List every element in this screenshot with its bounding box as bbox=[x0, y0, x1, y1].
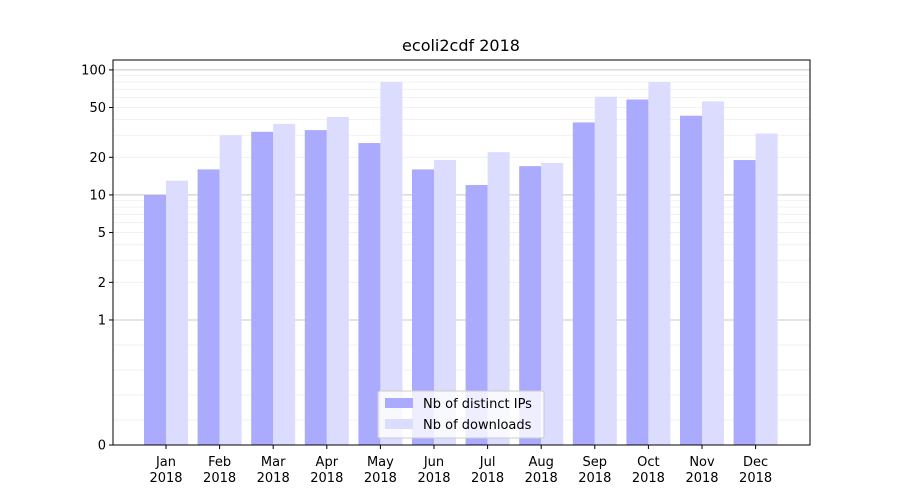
x-tick-label-month: Jun bbox=[423, 455, 444, 470]
x-tick-label-year: 2018 bbox=[632, 471, 665, 486]
y-tick-label: 1 bbox=[98, 313, 106, 328]
x-tick-label-year: 2018 bbox=[149, 471, 182, 486]
y-tick-label: 5 bbox=[98, 226, 106, 241]
legend-swatch-downloads bbox=[385, 419, 413, 429]
bar-distinct-ips-mar bbox=[251, 131, 274, 445]
bar-downloads-dec bbox=[755, 133, 778, 445]
y-tick-label: 20 bbox=[89, 151, 106, 166]
bar-distinct-ips-jan bbox=[144, 194, 166, 445]
bar-distinct-ips-jun bbox=[412, 169, 434, 445]
bar-downloads-jul bbox=[487, 152, 510, 445]
bar-downloads-aug bbox=[541, 163, 564, 445]
x-tick-label-year: 2018 bbox=[203, 471, 236, 486]
bar-distinct-ips-aug bbox=[519, 166, 542, 445]
chart-title: ecoli2cdf 2018 bbox=[402, 36, 520, 55]
legend-label-distinct-ips: Nb of distinct IPs bbox=[423, 397, 532, 412]
bar-distinct-ips-dec bbox=[733, 160, 756, 445]
y-tick-label: 0 bbox=[98, 439, 106, 454]
bar-downloads-feb bbox=[219, 135, 242, 445]
bar-distinct-ips-sep bbox=[572, 122, 595, 445]
y-tick-label: 100 bbox=[81, 63, 106, 78]
y-tick-label: 10 bbox=[89, 188, 106, 203]
y-axis: 0 1 2 5 10 20 50 100 bbox=[81, 63, 113, 454]
x-tick-label-year: 2018 bbox=[471, 471, 504, 486]
x-tick-label-year: 2018 bbox=[739, 471, 772, 486]
bar-distinct-ips-apr bbox=[304, 130, 327, 445]
bar-downloads-may bbox=[380, 82, 403, 445]
legend: Nb of distinct IPs Nb of downloads bbox=[377, 390, 545, 439]
legend-box bbox=[377, 390, 545, 439]
x-tick-label-year: 2018 bbox=[578, 471, 611, 486]
x-tick-label-year: 2018 bbox=[364, 471, 397, 486]
legend-swatch-distinct-ips bbox=[385, 398, 413, 408]
x-tick-label-month: May bbox=[367, 455, 394, 470]
x-tick-label-month: Apr bbox=[316, 455, 339, 470]
bar-distinct-ips-may bbox=[358, 143, 381, 445]
bar-distinct-ips-oct bbox=[626, 99, 649, 446]
bar-downloads-oct bbox=[648, 82, 671, 445]
bars bbox=[144, 82, 778, 446]
x-tick-label-month: Aug bbox=[529, 455, 554, 470]
y-tick-label: 50 bbox=[89, 101, 106, 116]
bar-downloads-nov bbox=[702, 101, 724, 445]
x-tick-label-year: 2018 bbox=[685, 471, 718, 486]
x-tick-label-month: Feb bbox=[208, 455, 231, 470]
x-tick-label-month: Jan bbox=[155, 455, 176, 470]
y-tick-label: 2 bbox=[98, 276, 106, 291]
plot-frame bbox=[112, 59, 811, 446]
bar-downloads-sep bbox=[594, 96, 617, 445]
x-tick-label-month: Jul bbox=[479, 455, 496, 470]
x-tick-label-month: Sep bbox=[583, 455, 608, 470]
x-tick-label-month: Dec bbox=[743, 455, 768, 470]
bar-downloads-apr bbox=[326, 117, 349, 445]
x-tick-label-year: 2018 bbox=[310, 471, 343, 486]
x-tick-label-month: Oct bbox=[637, 455, 659, 470]
x-tick-label-month: Mar bbox=[261, 455, 286, 470]
x-tick-label-year: 2018 bbox=[525, 471, 558, 486]
bar-distinct-ips-nov bbox=[680, 115, 702, 445]
bar-downloads-jun bbox=[434, 160, 456, 445]
x-tick-label-year: 2018 bbox=[257, 471, 290, 486]
legend-label-downloads: Nb of downloads bbox=[423, 418, 532, 433]
bar-downloads-mar bbox=[273, 123, 296, 445]
bar-distinct-ips-jul bbox=[465, 185, 488, 445]
bar-distinct-ips-feb bbox=[197, 169, 220, 445]
bar-downloads-jan bbox=[166, 180, 188, 445]
x-tick-label-year: 2018 bbox=[417, 471, 450, 486]
x-axis: Jan2018Feb2018Mar2018Apr2018May2018Jun20… bbox=[149, 445, 772, 486]
x-tick-label-month: Nov bbox=[689, 455, 715, 470]
